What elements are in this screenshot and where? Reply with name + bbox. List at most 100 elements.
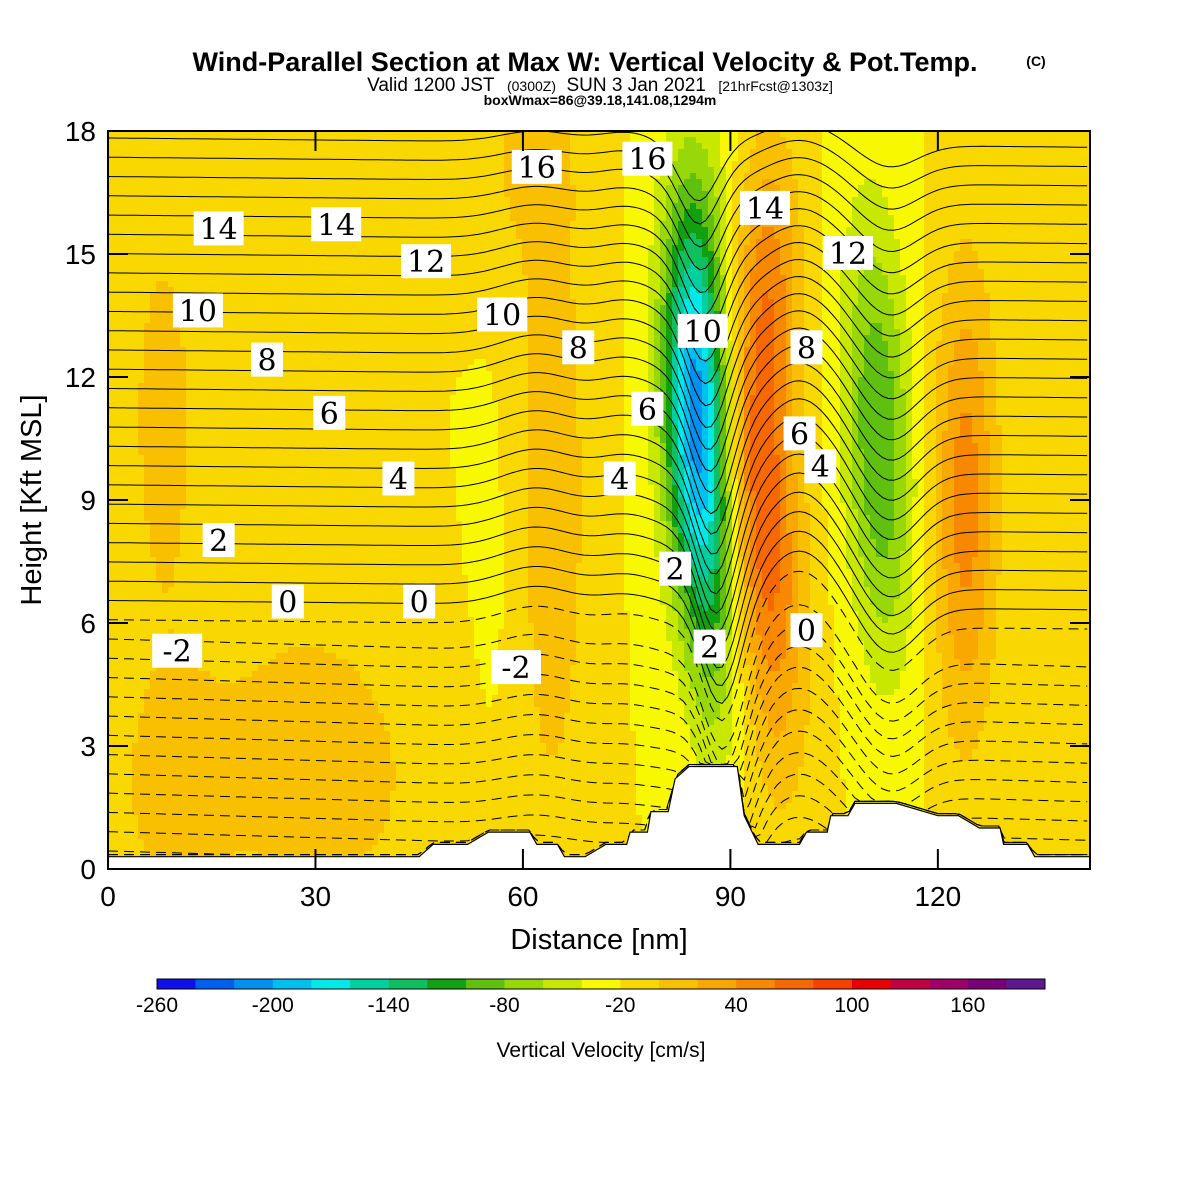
w-cell — [582, 305, 589, 312]
w-cell — [186, 263, 193, 270]
w-cell — [942, 275, 949, 282]
w-cell — [276, 197, 283, 204]
w-cell — [138, 191, 145, 198]
w-cell — [702, 167, 709, 174]
w-cell — [318, 149, 325, 156]
w-cell — [492, 143, 499, 150]
w-cell — [468, 299, 475, 306]
w-cell — [402, 203, 409, 210]
w-cell — [294, 305, 301, 312]
w-cell — [864, 209, 871, 216]
w-cell — [468, 179, 475, 186]
w-cell — [372, 149, 379, 156]
w-cell — [726, 299, 733, 306]
w-cell — [930, 161, 937, 168]
w-cell — [528, 227, 535, 234]
w-cell — [564, 173, 571, 180]
w-cell — [864, 161, 871, 168]
w-cell — [288, 191, 295, 198]
w-cell — [126, 257, 133, 264]
w-cell — [276, 281, 283, 288]
w-cell — [570, 137, 577, 144]
w-cell — [1044, 263, 1051, 270]
w-cell — [828, 227, 835, 234]
w-cell — [606, 275, 613, 282]
w-cell — [312, 251, 319, 258]
w-cell — [300, 221, 307, 228]
w-cell — [144, 185, 151, 192]
w-cell — [606, 155, 613, 162]
w-cell — [522, 257, 529, 264]
w-cell — [966, 197, 973, 204]
w-cell — [936, 269, 943, 276]
w-cell — [516, 239, 523, 246]
w-cell — [900, 251, 907, 258]
w-cell — [246, 209, 253, 216]
w-cell — [1056, 245, 1063, 252]
w-cell — [198, 275, 205, 282]
w-cell — [1026, 209, 1033, 216]
w-cell — [840, 149, 847, 156]
w-cell — [234, 287, 241, 294]
w-cell — [954, 245, 961, 252]
w-cell — [780, 179, 787, 186]
w-cell — [1062, 173, 1069, 180]
w-cell — [558, 233, 565, 240]
w-cell — [1020, 251, 1027, 258]
w-cell — [1002, 281, 1009, 288]
w-cell — [114, 155, 121, 162]
w-cell — [204, 257, 211, 264]
w-cell — [540, 275, 547, 282]
w-cell — [1044, 179, 1051, 186]
w-cell — [816, 287, 823, 294]
w-cell — [846, 215, 853, 222]
w-cell — [978, 197, 985, 204]
w-cell — [216, 185, 223, 192]
w-cell — [330, 161, 337, 168]
w-cell — [342, 257, 349, 264]
w-cell — [246, 143, 253, 150]
w-cell — [918, 245, 925, 252]
w-cell — [966, 299, 973, 306]
w-cell — [558, 137, 565, 144]
w-cell — [360, 167, 367, 174]
w-cell — [288, 161, 295, 168]
w-cell — [900, 173, 907, 180]
w-cell — [630, 233, 637, 240]
w-cell — [426, 185, 433, 192]
w-cell — [804, 143, 811, 150]
w-cell — [1056, 293, 1063, 300]
w-cell — [450, 221, 457, 228]
w-cell — [150, 143, 157, 150]
w-cell — [408, 143, 415, 150]
w-cell — [798, 299, 805, 306]
w-cell — [534, 263, 541, 270]
w-cell — [594, 239, 601, 246]
w-cell — [1044, 305, 1051, 312]
w-cell — [210, 149, 217, 156]
w-cell — [150, 305, 157, 312]
w-cell — [360, 179, 367, 186]
w-cell — [174, 233, 181, 240]
w-cell — [930, 203, 937, 210]
w-cell — [792, 197, 799, 204]
w-cell — [900, 257, 907, 264]
w-cell — [660, 287, 667, 294]
w-cell — [294, 161, 301, 168]
w-cell — [378, 281, 385, 288]
w-cell — [588, 269, 595, 276]
w-cell — [570, 179, 577, 186]
w-cell — [690, 251, 697, 258]
w-cell — [564, 293, 571, 300]
w-cell — [762, 239, 769, 246]
w-cell — [558, 209, 565, 216]
w-cell — [144, 155, 151, 162]
w-cell — [1020, 149, 1027, 156]
w-cell — [204, 281, 211, 288]
w-cell — [1032, 227, 1039, 234]
w-cell — [444, 167, 451, 174]
w-cell — [966, 155, 973, 162]
w-cell — [828, 143, 835, 150]
w-cell — [996, 263, 1003, 270]
w-cell — [222, 203, 229, 210]
